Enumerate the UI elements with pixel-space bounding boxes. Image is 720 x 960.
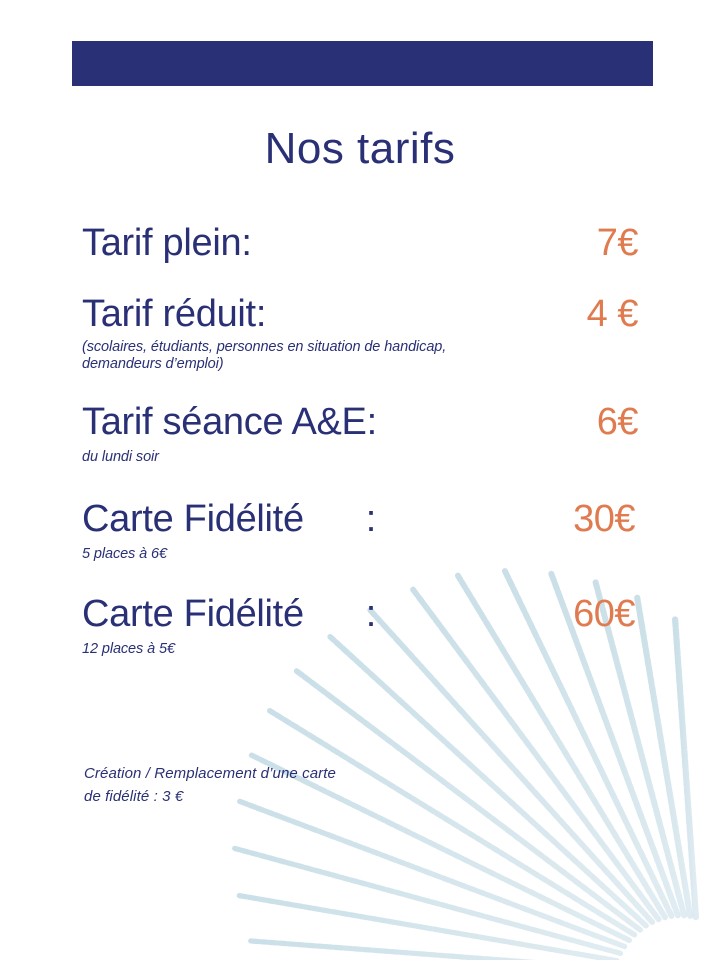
price-row-note: du lundi soir xyxy=(82,449,159,466)
price-row-separator: : xyxy=(365,593,377,636)
sunburst-ray xyxy=(232,845,624,956)
price-block-carte-fidelite-30: Carte Fidélité : 30€ 5 places à 6€ xyxy=(82,498,638,563)
sunburst-ray xyxy=(634,594,694,919)
price-row: Carte Fidélité : 30€ xyxy=(82,498,638,541)
price-row: Carte Fidélité : 60€ xyxy=(82,593,638,636)
price-row-separator: : xyxy=(366,401,378,444)
price-block-carte-fidelite-60: Carte Fidélité : 60€ 12 places à 5€ xyxy=(82,593,638,658)
sunburst-ray xyxy=(671,614,700,921)
price-list: Tarif plein : 7€ Tarif réduit : 4 € (sco… xyxy=(82,222,639,659)
price-row-label: Carte Fidélité xyxy=(82,593,304,636)
price-row-amount: 30€ xyxy=(573,498,635,541)
price-row-amount: 6€ xyxy=(596,401,639,444)
sunburst-ray xyxy=(235,798,628,950)
price-row-label: Tarif séance A&E xyxy=(82,401,367,444)
price-row: Tarif réduit : 4 € xyxy=(82,293,639,336)
price-row-amount: 60€ xyxy=(573,593,635,636)
price-row-separator: : xyxy=(255,293,267,335)
price-block-tarif-reduit: Tarif réduit : 4 € (scolaires, étudiants… xyxy=(82,293,639,373)
price-row-amount: 7€ xyxy=(596,222,639,264)
price-row: Tarif séance A&E : 6€ xyxy=(82,401,639,444)
price-row-note: (scolaires, étudiants, personnes en situ… xyxy=(82,339,447,373)
footer-note-line-1: Création / Remplacement d’une carte xyxy=(84,765,336,782)
price-row-note: 5 places à 6€ xyxy=(82,546,167,563)
price-row-label: Tarif plein xyxy=(82,222,242,264)
sunburst-ray xyxy=(236,892,620,960)
footer-note-line-2: de fidélité : 3 € xyxy=(84,788,184,806)
page-title: Nos tarifs xyxy=(264,124,456,173)
price-row-label: Tarif réduit xyxy=(82,293,256,335)
price-block-tarif-seance-ae: Tarif séance A&E : 6€ du lundi soir xyxy=(82,401,639,466)
sunburst-ray xyxy=(247,938,537,960)
price-row-amount: 4 € xyxy=(586,293,639,335)
header-accent-bar xyxy=(72,41,653,86)
sunburst-ray xyxy=(266,708,638,938)
footer-note: Création / Remplacement d’une carte de f… xyxy=(84,762,504,809)
price-row-separator: : xyxy=(241,222,252,264)
price-row: Tarif plein : 7€ xyxy=(82,222,639,265)
price-row-note: 12 places à 5€ xyxy=(82,641,175,658)
price-row-separator: : xyxy=(365,498,377,541)
price-row-label: Carte Fidélité xyxy=(82,498,304,541)
price-block-tarif-plein: Tarif plein : 7€ xyxy=(82,222,639,265)
